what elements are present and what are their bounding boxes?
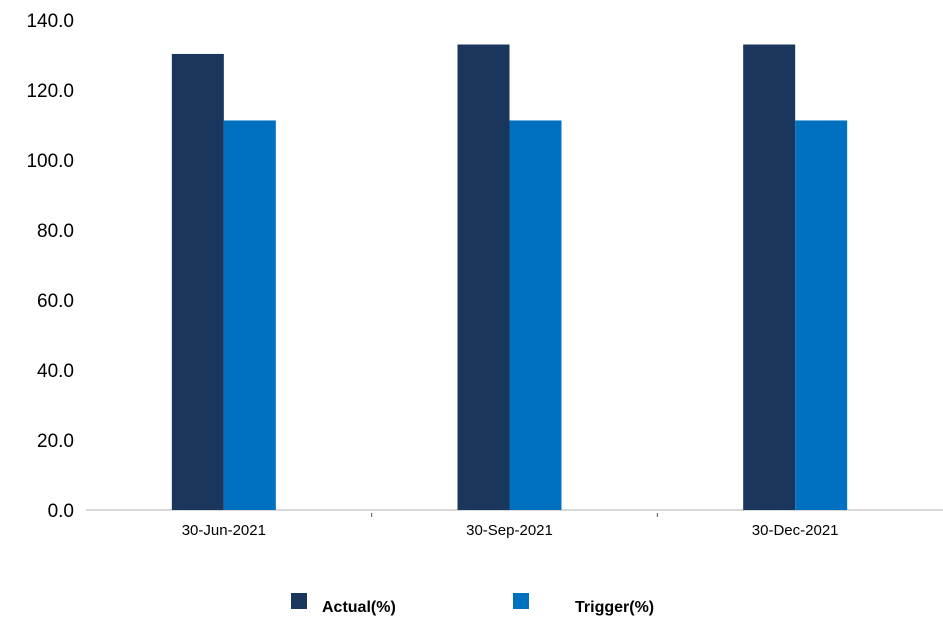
y-tick-label: 60.0	[37, 291, 74, 312]
y-tick-label: 100.0	[26, 151, 74, 172]
legend-label-actual: Actual(%)	[322, 599, 396, 616]
x-tick-label: 30-Sep-2021	[466, 522, 553, 539]
y-tick-label: 120.0	[26, 81, 74, 102]
bar-trigger	[509, 120, 562, 510]
legend-swatch-trigger	[513, 593, 529, 609]
y-tick-label: 20.0	[37, 431, 74, 452]
y-tick-label: 140.0	[26, 11, 74, 32]
x-axis-ticks: 30-Jun-2021 30-Sep-2021 30-Dec-2021	[182, 513, 839, 539]
bars	[171, 44, 848, 510]
bar-trigger	[223, 120, 276, 510]
bar-trigger	[795, 120, 848, 510]
y-axis-ticks: 0.0 20.0 40.0 60.0 80.0 100.0 120.0 140.0	[26, 11, 74, 522]
bar-actual	[457, 44, 510, 510]
bar-actual	[743, 44, 796, 510]
y-tick-label: 40.0	[37, 361, 74, 382]
y-tick-label: 0.0	[48, 501, 74, 522]
legend-swatch-actual	[291, 593, 307, 609]
legend: Actual(%) Trigger(%)	[291, 593, 654, 616]
x-tick-label: 30-Dec-2021	[752, 522, 839, 539]
bar-actual	[171, 53, 224, 510]
x-tick-label: 30-Jun-2021	[182, 522, 266, 539]
legend-label-trigger: Trigger(%)	[575, 599, 654, 616]
y-tick-label: 80.0	[37, 221, 74, 242]
